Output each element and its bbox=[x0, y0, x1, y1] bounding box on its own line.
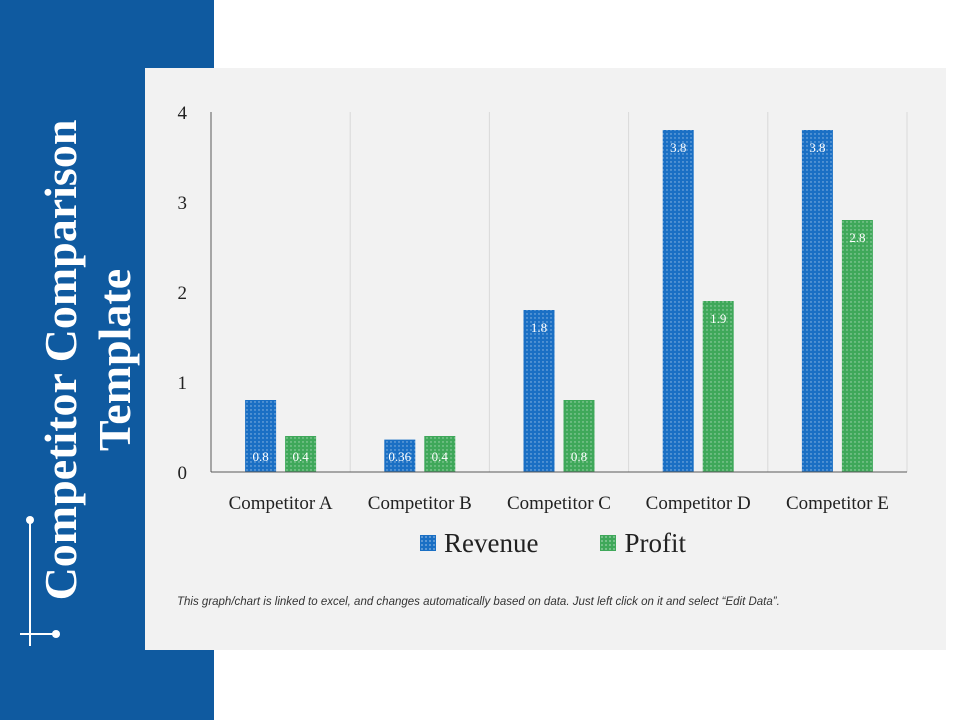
bar-texture-profit-1 bbox=[285, 436, 317, 472]
title-line-1: Competitor Comparison bbox=[35, 119, 86, 601]
decor-dot-right bbox=[52, 630, 60, 638]
decor-horizontal-line bbox=[20, 633, 54, 635]
x-tick-label-1: Competitor A bbox=[229, 493, 333, 514]
bar-texture-profit-2 bbox=[424, 436, 456, 472]
bar-texture-revenue-2 bbox=[384, 439, 416, 472]
legend-label-revenue: Revenue bbox=[444, 527, 539, 558]
chart-footnote: This graph/chart is linked to excel, and… bbox=[177, 596, 780, 608]
data-label-profit-3: 0.8 bbox=[571, 449, 587, 464]
bar-chart: 0.8 0.4 0.36 0.4 1.8 0.8 3.8 1.9 3.8 2.8 0 1 2 3 4 Com… bbox=[178, 103, 908, 514]
data-label-profit-5: 2.8 bbox=[849, 230, 865, 245]
y-tick-label-3: 3 bbox=[178, 193, 188, 214]
bar-texture-revenue-3 bbox=[523, 310, 555, 472]
slide-title: Competitor Comparison Template bbox=[28, 100, 148, 620]
bar-texture-revenue-5 bbox=[801, 130, 833, 472]
data-label-revenue-4: 3.8 bbox=[670, 140, 686, 155]
data-label-revenue-5: 3.8 bbox=[809, 140, 825, 155]
legend-label-profit: Profit bbox=[624, 527, 686, 558]
legend-item-revenue[interactable]: Revenue bbox=[420, 528, 538, 559]
x-tick-label-2: Competitor B bbox=[368, 493, 472, 514]
y-tick-label-2: 2 bbox=[178, 283, 188, 304]
bar-texture-revenue-1 bbox=[245, 400, 277, 472]
legend-item-profit[interactable]: Profit bbox=[600, 528, 686, 559]
x-tick-label-3: Competitor C bbox=[507, 493, 611, 514]
y-tick-label-4: 4 bbox=[178, 103, 188, 124]
data-label-profit-4: 1.9 bbox=[710, 311, 726, 326]
legend-swatch-profit bbox=[600, 535, 617, 551]
x-tick-label-5: Competitor E bbox=[786, 493, 889, 514]
data-label-profit-1: 0.4 bbox=[292, 449, 309, 464]
bar-texture-profit-3 bbox=[563, 400, 595, 472]
legend-swatch-revenue bbox=[420, 535, 436, 551]
y-tick-label-0: 0 bbox=[178, 463, 188, 484]
bar-texture-profit-5 bbox=[841, 220, 873, 472]
bar-texture-profit-4 bbox=[702, 301, 734, 472]
x-tick-label-4: Competitor D bbox=[646, 493, 751, 514]
y-tick-label-1: 1 bbox=[178, 373, 188, 394]
chart-panel: 0.8 0.4 0.36 0.4 1.8 0.8 3.8 1.9 3.8 2.8 0 1 2 3 4 Com… bbox=[145, 68, 946, 650]
decor-dot-top bbox=[26, 516, 34, 524]
data-label-revenue-1: 0.8 bbox=[252, 449, 268, 464]
chart-legend: Revenue Profit bbox=[420, 525, 686, 561]
data-label-profit-2: 0.4 bbox=[432, 449, 449, 464]
data-label-revenue-3: 1.8 bbox=[531, 320, 547, 335]
title-line-2: Template bbox=[89, 268, 140, 452]
decor-vertical-line bbox=[29, 520, 31, 646]
data-label-revenue-2: 0.36 bbox=[388, 449, 411, 464]
bar-texture-revenue-4 bbox=[662, 130, 694, 472]
